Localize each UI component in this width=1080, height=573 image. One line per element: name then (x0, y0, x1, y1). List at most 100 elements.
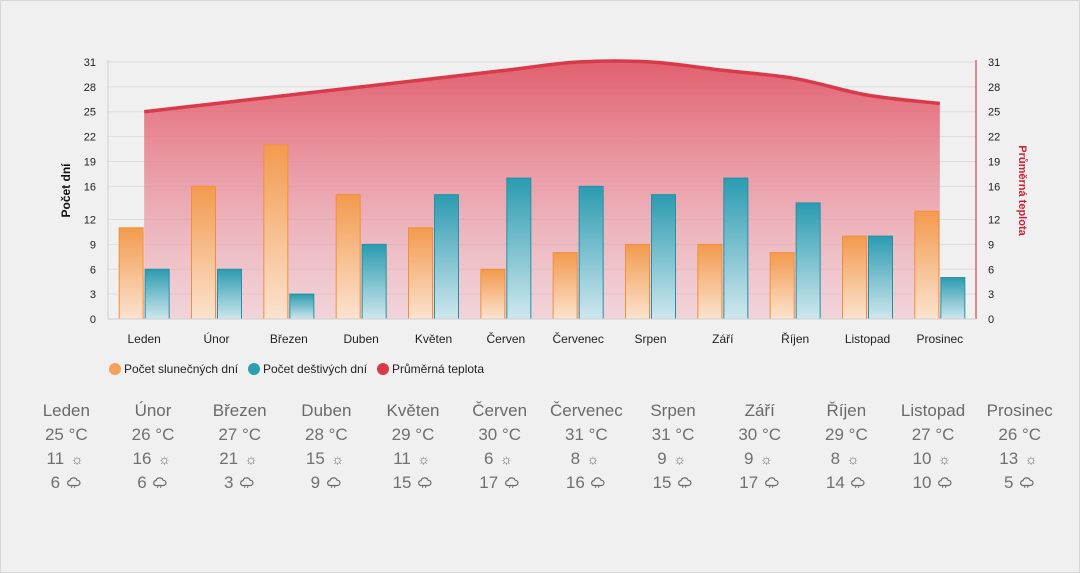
y2-tick-label: 19 (988, 156, 1000, 168)
cloud-rain-icon (502, 471, 520, 495)
cloud-rain-icon (936, 471, 954, 495)
legend-marker (248, 363, 260, 375)
y2-tick-label: 16 (988, 181, 1000, 193)
month-summary: Listopad 27 °C 10 ☼ 10 (890, 399, 977, 495)
temperature-line (143, 59, 941, 114)
y2-axis-title: Průměrná teplota (1016, 145, 1028, 236)
month-rainy-days: 9 (310, 473, 321, 492)
month-name: Červen (472, 401, 528, 420)
month-rainy-days: 3 (223, 473, 234, 492)
month-name: Říjen (826, 401, 867, 420)
bar-sunny-5 (408, 227, 433, 320)
month-rainy-days: 15 (392, 473, 412, 492)
month-summary: Leden 25 °C 11 ☼ 6 (23, 399, 110, 495)
month-rainy-row: 6 (23, 471, 110, 495)
month-sunny-row: 11 ☼ (23, 447, 110, 471)
y-tick-label: 19 (84, 156, 96, 168)
month-sunny-row: 10 ☼ (890, 447, 977, 471)
month-rainy-row: 9 (283, 471, 370, 495)
sun-icon: ☼ (673, 451, 687, 467)
month-sunny-days: 11 (46, 449, 65, 468)
month-name: Únor (134, 401, 172, 420)
legend-marker (109, 363, 121, 375)
bar-sunny-6 (480, 268, 506, 320)
x-tick-label: Červen (486, 331, 525, 346)
bar-rainy-5 (434, 194, 459, 320)
cloud-rain-icon (849, 471, 867, 495)
y2-tick-label: 9 (988, 239, 994, 251)
sun-icon: ☼ (70, 451, 84, 467)
month-rainy-days: 10 (912, 473, 932, 492)
cloud-rain-icon (589, 471, 607, 495)
month-rainy-row: 15 (630, 471, 717, 495)
month-rainy-days: 5 (1003, 473, 1014, 492)
cloud-rain-icon (1017, 471, 1035, 495)
month-rainy-days: 6 (137, 473, 147, 492)
cloud-rain-icon (237, 471, 255, 495)
month-summary: Prosinec 26 °C 13 ☼ 5 (976, 399, 1063, 495)
month-sunny-days: 6 (483, 449, 494, 468)
month-sunny-row: 11 ☼ (370, 447, 457, 471)
bars (118, 144, 966, 320)
y-tick-label: 31 (84, 57, 96, 69)
month-temperature: 31 °C (565, 425, 608, 444)
sun-icon: ☼ (1024, 451, 1038, 467)
month-sunny-days: 10 (912, 449, 932, 468)
month-sunny-row: 8 ☼ (543, 447, 630, 471)
sun-icon: ☼ (244, 451, 258, 467)
y-axis-title: Počet dní (59, 163, 73, 218)
month-summary: Říjen 29 °C 8 ☼ 14 (803, 399, 890, 495)
x-tick-label: Říjen (781, 331, 809, 346)
month-rainy-days: 16 (565, 473, 585, 492)
sun-icon: ☼ (417, 451, 431, 467)
month-summary: Březen 27 °C 21 ☼ 3 (196, 399, 283, 495)
month-summary: Duben 28 °C 15 ☼ 9 (283, 399, 370, 495)
bar-rainy-10 (795, 202, 821, 320)
month-sunny-row: 9 ☼ (716, 447, 803, 471)
month-name: Duben (301, 401, 352, 420)
month-name: Květen (386, 401, 440, 420)
bar-rainy-2 (217, 268, 242, 320)
bar-rainy-3 (289, 293, 315, 320)
bar-rainy-4 (361, 243, 387, 320)
month-rainy-days: 14 (825, 473, 845, 492)
bar-sunny-8 (625, 243, 650, 320)
x-tick-label: Srpen (634, 332, 666, 346)
x-tick-label: Listopad (845, 332, 890, 346)
month-rainy-row: 15 (370, 471, 457, 495)
sun-icon: ☼ (331, 451, 345, 467)
month-summary: Červenec 31 °C 8 ☼ 16 (543, 399, 630, 495)
month-sunny-row: 6 ☼ (456, 447, 543, 471)
y-tick-label: 22 (84, 132, 96, 144)
y-tick-label: 25 (84, 107, 96, 119)
x-tick-label: Květen (415, 332, 452, 346)
sun-icon: ☼ (586, 451, 600, 467)
month-sunny-days: 8 (570, 449, 581, 468)
month-rainy-row: 17 (716, 471, 803, 495)
month-sunny-days: 13 (999, 449, 1019, 468)
y2-tick-label: 22 (988, 132, 1000, 144)
month-sunny-days: 9 (743, 449, 754, 468)
month-name: Červenec (549, 401, 623, 420)
y-tick-label: 6 (90, 264, 96, 276)
cloud-rain-icon (676, 471, 694, 495)
axes: 0 0 3 3 6 6 9 9 12 12 16 16 19 19 22 22 25 25 28 28 31 31 Lede… (59, 57, 1028, 346)
x-tick-label: Září (712, 332, 734, 346)
month-sunny-row: 15 ☼ (283, 447, 370, 471)
bar-sunny-7 (552, 252, 578, 320)
month-sunny-row: 21 ☼ (196, 447, 283, 471)
sun-icon: ☼ (500, 451, 513, 467)
y2-tick-label: 0 (988, 314, 994, 326)
month-summary: Srpen 31 °C 9 ☼ 15 (630, 399, 717, 495)
month-summary: Září 30 °C 9 ☼ 17 (716, 399, 803, 495)
sun-icon: ☼ (938, 451, 951, 467)
y2-tick-label: 12 (988, 215, 1000, 227)
month-name: Prosinec (986, 401, 1053, 420)
legend-marker (377, 363, 389, 375)
bar-sunny-10 (769, 252, 795, 320)
month-temperature: 29 °C (391, 425, 435, 444)
bar-rainy-8 (651, 194, 676, 320)
cloud-rain-icon (324, 471, 342, 495)
y2-tick-label: 28 (988, 82, 1000, 94)
legend[interactable]: Počet slunečných dní Počet deštivých dní P… (109, 362, 484, 376)
